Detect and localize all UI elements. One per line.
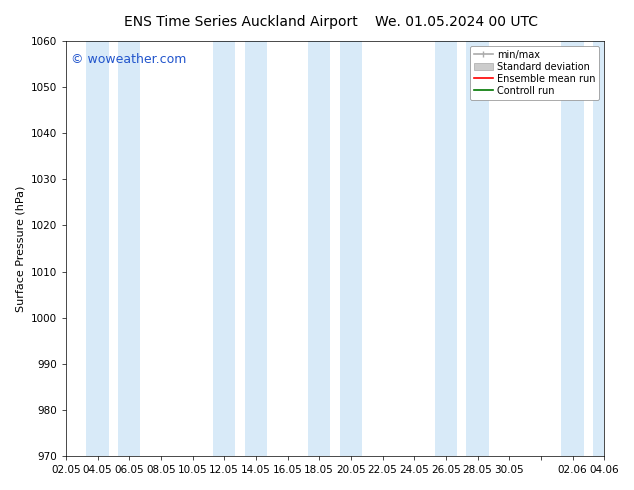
Text: We. 01.05.2024 00 UTC: We. 01.05.2024 00 UTC bbox=[375, 15, 538, 29]
Bar bbox=[340, 41, 362, 456]
Bar bbox=[562, 41, 584, 456]
Bar bbox=[435, 41, 457, 456]
Bar bbox=[213, 41, 235, 456]
Text: ENS Time Series Auckland Airport: ENS Time Series Auckland Airport bbox=[124, 15, 358, 29]
Text: © woweather.com: © woweather.com bbox=[71, 53, 186, 67]
Bar bbox=[308, 41, 330, 456]
Y-axis label: Surface Pressure (hPa): Surface Pressure (hPa) bbox=[15, 185, 25, 312]
Bar bbox=[118, 41, 140, 456]
Legend: min/max, Standard deviation, Ensemble mean run, Controll run: min/max, Standard deviation, Ensemble me… bbox=[470, 46, 599, 99]
Bar bbox=[86, 41, 108, 456]
Bar bbox=[245, 41, 267, 456]
Bar bbox=[467, 41, 489, 456]
Bar bbox=[593, 41, 615, 456]
